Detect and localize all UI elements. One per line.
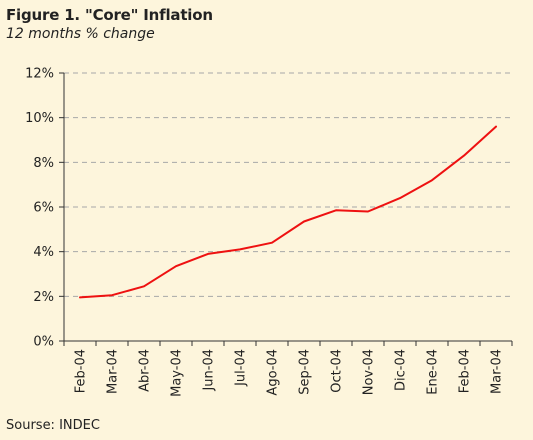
x-tick-label: Mar-04: [490, 349, 505, 394]
y-tick-label: 6%: [33, 201, 54, 216]
chart-subtitle: 12 months % change: [6, 26, 155, 42]
axes: [59, 72, 513, 346]
y-tick-label: 12%: [25, 67, 54, 82]
data-point: [463, 155, 465, 157]
data-point: [303, 221, 305, 223]
data-point: [495, 126, 497, 128]
y-tick-label: 10%: [25, 111, 54, 126]
data-point: [431, 179, 433, 181]
y-tick-label: 2%: [33, 290, 54, 305]
data-point: [207, 253, 209, 255]
data-point: [79, 296, 81, 298]
x-tick-label: Ene-04: [426, 349, 441, 395]
series-line: [79, 125, 497, 299]
data-point: [175, 265, 177, 267]
data-point: [239, 248, 241, 250]
series-layer: [79, 125, 497, 299]
data-point: [399, 197, 401, 199]
x-tick-label: Feb-04: [458, 349, 473, 393]
x-tick-label: Jun-04: [202, 349, 217, 392]
x-tick-label: Feb-04: [74, 349, 89, 393]
y-tick-label: 8%: [33, 156, 54, 171]
x-tick-labels: Feb-04 Mar-04 Abr-04 May-04 Jun-04 Jul-04 Ago-…: [74, 349, 505, 397]
y-tick-labels: 0% 2% 4% 6% 8% 10% 12%: [25, 67, 54, 350]
data-point: [271, 242, 273, 244]
x-tick-label: Ago-04: [266, 349, 281, 396]
y-tick-label: 0%: [33, 335, 54, 350]
x-tick-label: May-04: [170, 349, 185, 397]
x-tick-label: Mar-04: [106, 349, 121, 394]
x-tick-label: Oct-04: [330, 349, 345, 393]
chart-source: Sourse: INDEC: [6, 418, 100, 433]
gridlines: [64, 72, 512, 297]
data-point: [143, 285, 145, 287]
data-point: [367, 210, 369, 212]
chart-title: Figure 1. "Core" Inflation: [6, 6, 213, 24]
x-tick-label: Abr-04: [138, 349, 153, 392]
x-tick-label: Dic-04: [394, 349, 409, 391]
x-tick-label: Nov-04: [362, 349, 377, 395]
x-tick-label: Sep-04: [298, 349, 313, 395]
data-point: [335, 209, 337, 211]
data-point: [111, 294, 113, 296]
x-tick-label: Jul-04: [234, 349, 249, 387]
y-tick-label: 4%: [33, 245, 54, 260]
